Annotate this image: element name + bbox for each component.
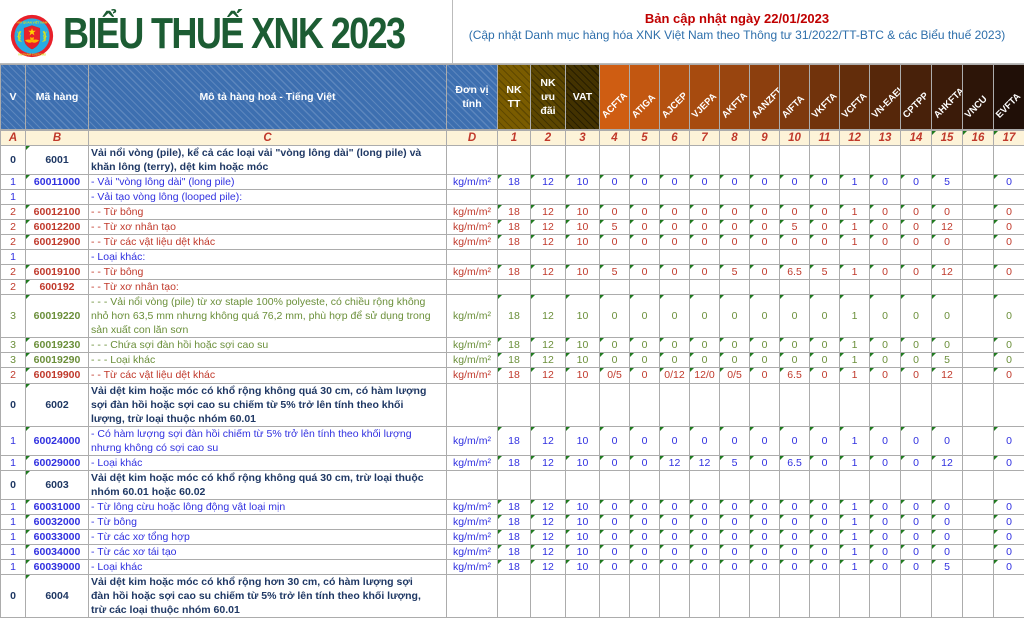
- svg-text:VIETNAM CUSTOMS: VIETNAM CUSTOMS: [18, 52, 46, 56]
- svg-text:HẢI QUAN VIỆT NAM: HẢI QUAN VIỆT NAM: [17, 20, 48, 25]
